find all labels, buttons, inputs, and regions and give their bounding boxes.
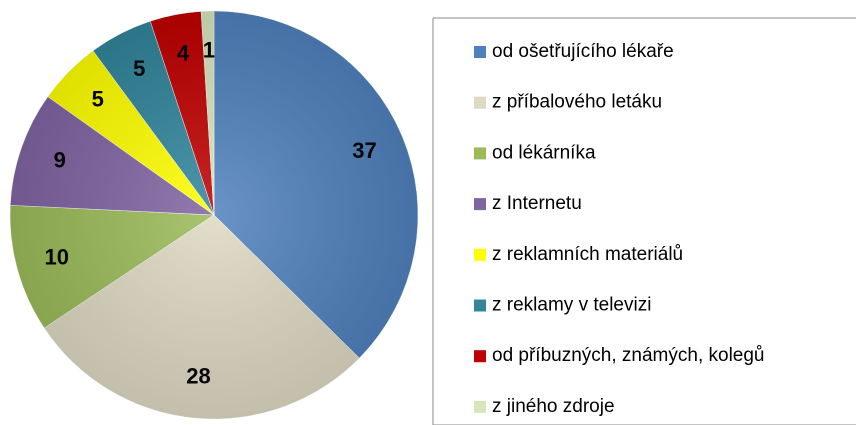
legend-frame (432, 17, 856, 425)
legend-swatch (474, 96, 486, 109)
data-label: 4 (177, 41, 190, 66)
data-label: 37 (352, 138, 376, 163)
data-label: 5 (92, 86, 104, 111)
legend-swatch (474, 198, 486, 211)
legend-swatch (474, 147, 486, 160)
data-label: 28 (186, 363, 210, 388)
legend-label: z reklamy v televizi (492, 295, 651, 316)
legend-swatch (474, 299, 486, 312)
legend-label: od ošetřujícího lékaře (492, 41, 674, 62)
legend-swatch (474, 248, 486, 261)
data-label: 9 (54, 147, 66, 172)
legend-label: od příbuzných, známých, kolegů (492, 345, 765, 366)
legend-label: z Internetu (492, 193, 582, 214)
legend: od ošetřujícího lékaře z příbalového letá… (474, 41, 765, 417)
data-label: 1 (203, 38, 215, 63)
legend-swatch (474, 46, 486, 58)
legend-label: z jiného zdroje (492, 396, 615, 417)
pie: 37 28 10 9 5 5 4 1 (9, 10, 419, 420)
legend-label: od lékárníka (492, 142, 596, 163)
legend-label: z reklamních materiálů (492, 244, 683, 265)
legend-label: z příbalového letáku (492, 92, 662, 113)
legend-swatch (474, 400, 486, 413)
data-label: 10 (44, 244, 68, 269)
legend-swatch (474, 350, 486, 363)
data-label: 5 (133, 56, 145, 81)
